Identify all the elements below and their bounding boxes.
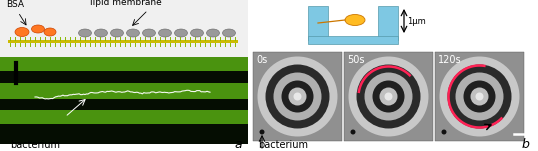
Circle shape xyxy=(471,87,489,106)
Bar xyxy=(0,57,248,71)
Circle shape xyxy=(294,93,301,101)
Bar xyxy=(0,83,248,99)
Ellipse shape xyxy=(44,28,56,36)
Circle shape xyxy=(273,72,322,120)
Text: 1μm: 1μm xyxy=(407,16,426,26)
Circle shape xyxy=(440,56,520,137)
Circle shape xyxy=(385,93,393,101)
Circle shape xyxy=(258,56,337,137)
Ellipse shape xyxy=(223,29,236,37)
Ellipse shape xyxy=(174,29,188,37)
Text: 120s: 120s xyxy=(438,55,462,65)
Bar xyxy=(0,124,248,144)
Ellipse shape xyxy=(143,29,155,37)
Circle shape xyxy=(288,87,307,106)
Bar xyxy=(0,0,248,57)
Bar xyxy=(435,52,524,141)
Circle shape xyxy=(357,64,421,129)
Ellipse shape xyxy=(345,14,365,26)
Bar xyxy=(8,40,238,43)
Ellipse shape xyxy=(207,29,220,37)
Ellipse shape xyxy=(32,25,45,33)
Text: BSA: BSA xyxy=(6,0,24,9)
Circle shape xyxy=(259,130,265,135)
Circle shape xyxy=(281,80,314,112)
Bar xyxy=(0,71,248,83)
Circle shape xyxy=(456,72,504,120)
Ellipse shape xyxy=(126,29,139,37)
Bar xyxy=(0,110,248,124)
Circle shape xyxy=(350,130,356,135)
Circle shape xyxy=(372,80,405,112)
Text: a: a xyxy=(234,138,242,151)
Text: 50s: 50s xyxy=(347,55,365,65)
Ellipse shape xyxy=(79,29,91,37)
Ellipse shape xyxy=(95,29,108,37)
Circle shape xyxy=(365,72,413,120)
Text: 0s: 0s xyxy=(256,55,267,65)
Circle shape xyxy=(349,56,428,137)
Bar xyxy=(253,52,342,141)
Ellipse shape xyxy=(15,27,29,37)
Ellipse shape xyxy=(110,29,124,37)
Ellipse shape xyxy=(159,29,172,37)
Bar xyxy=(308,36,398,44)
Text: b: b xyxy=(522,138,530,151)
Text: bacterium: bacterium xyxy=(10,140,60,150)
Bar xyxy=(378,6,398,40)
Bar xyxy=(252,0,538,52)
Text: lipid membrane: lipid membrane xyxy=(90,0,162,7)
Circle shape xyxy=(442,130,447,135)
Bar xyxy=(308,6,328,40)
Circle shape xyxy=(379,87,398,106)
Circle shape xyxy=(448,64,512,129)
Circle shape xyxy=(265,64,329,129)
Text: bacterium: bacterium xyxy=(258,140,308,150)
Bar xyxy=(0,57,248,144)
Circle shape xyxy=(464,80,495,112)
Bar xyxy=(344,52,433,141)
Ellipse shape xyxy=(190,29,203,37)
Bar xyxy=(0,99,248,110)
Circle shape xyxy=(476,93,484,101)
